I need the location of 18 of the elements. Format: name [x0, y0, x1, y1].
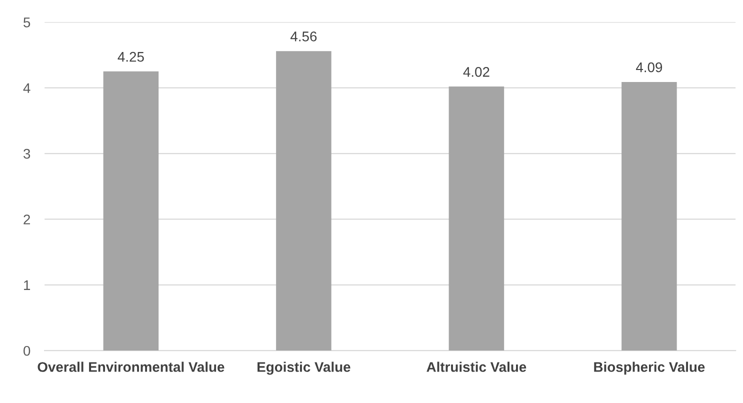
x-tick-label: Egoistic Value — [258, 362, 350, 375]
y-tick-label: 2 — [24, 214, 30, 224]
x-tick-label: Overall Environmental Value — [38, 362, 224, 372]
y-tick-label: 5 — [24, 18, 30, 28]
data-label: 4.09 — [636, 62, 662, 72]
x-tick-label: Biospheric Value — [594, 362, 705, 375]
data-label: 4.02 — [463, 67, 490, 77]
y-tick-label: 4 — [23, 83, 30, 93]
data-label: 4.56 — [290, 32, 317, 42]
y-tick-label: 3 — [23, 148, 30, 159]
bar — [103, 71, 159, 351]
bar — [448, 86, 504, 351]
data-label: 4.25 — [118, 52, 144, 62]
x-tick-label: Altruistic Value — [426, 362, 526, 372]
bar — [276, 51, 332, 351]
bar — [622, 82, 677, 351]
y-tick-label: 1 — [24, 280, 30, 290]
y-tick-label: 0 — [24, 346, 30, 356]
